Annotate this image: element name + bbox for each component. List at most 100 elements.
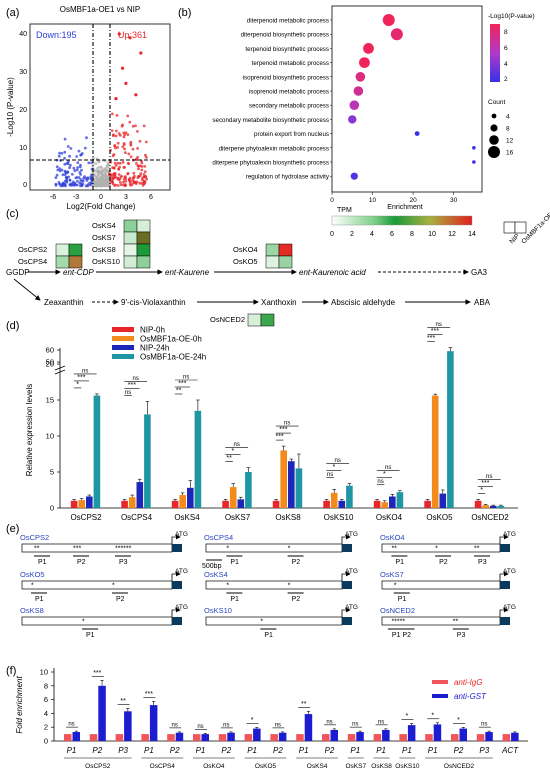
go-term-label: terpenoid biosynthetic process [245, 46, 329, 53]
volcano-point [67, 175, 71, 179]
expression-bar [237, 499, 245, 508]
volcano-point [144, 153, 147, 157]
sig-label: * [457, 717, 460, 724]
panel-e-label: (e) [6, 523, 19, 535]
tss-arrow [499, 534, 509, 544]
go-dot [359, 57, 370, 68]
go-colorbar-title: -Log10(P-value) [488, 13, 535, 20]
volcano-point [133, 174, 136, 178]
d-category-label: OsKS7 [225, 513, 251, 522]
volcano-point [86, 183, 90, 187]
header-box-nip [503, 221, 516, 234]
f-category-label: P1 [144, 746, 154, 755]
volcano-point [117, 132, 121, 135]
gene-start-box [172, 544, 182, 552]
volcano-point [94, 162, 98, 166]
sig-label: *** [93, 670, 101, 677]
gene-label: OsKO5 [233, 257, 258, 266]
tss-arrow [341, 607, 351, 617]
volcano-point [117, 167, 121, 171]
volcano-point [134, 124, 137, 128]
volcano-point [96, 169, 100, 173]
atg-label: ATG [175, 531, 188, 538]
sig-label: * [406, 713, 409, 720]
volcano-point [54, 182, 58, 186]
sig-label: ns [481, 722, 487, 728]
volcano-point [122, 135, 126, 139]
node-aba: ABA [474, 298, 491, 307]
go-colorbar [490, 24, 500, 82]
heat-cell [265, 243, 280, 257]
volcano-point [123, 147, 126, 151]
go-dot [349, 100, 360, 110]
volcano-point [115, 129, 118, 133]
legend-igg: anti-IgG [454, 678, 482, 687]
f-category-label: P1 [428, 746, 438, 755]
volcano-point [121, 123, 124, 127]
volcano-xtick: -6 [50, 194, 56, 201]
volcano-point [136, 176, 140, 180]
volcano-xtick: 3 [124, 194, 128, 201]
sig-label: * [480, 487, 483, 494]
d-category-label: OsCPS2 [70, 513, 102, 522]
volcano-point [122, 142, 126, 145]
heat-cell [123, 255, 138, 269]
primer-label: P1 [230, 559, 239, 566]
volcano-point [104, 174, 108, 178]
legend-swatch [112, 336, 134, 341]
tpm-tick-label: 4 [370, 231, 374, 238]
gene-label: OsCPS2 [18, 245, 47, 254]
volcano-point [138, 181, 142, 185]
heat-cell [68, 255, 83, 269]
d-ytick-label: 50 [46, 358, 54, 367]
volcano-point [124, 81, 128, 85]
d-ytick-label: 20 [46, 360, 54, 369]
gst-bar [124, 711, 132, 741]
gst-bar [175, 732, 184, 741]
gst-bar [72, 732, 80, 741]
expression-bar [136, 482, 144, 508]
expression-bar [474, 500, 482, 508]
volcano-point [71, 182, 75, 186]
volcano-point [129, 143, 133, 147]
volcano-point [121, 145, 125, 149]
volcano-point [98, 171, 102, 175]
volcano-point [104, 167, 108, 171]
f-ytick-label: 4 [44, 709, 48, 718]
go-colorbar-tick: 4 [504, 61, 508, 68]
promoter-gene-name: OsKO4 [380, 533, 405, 542]
size-legend-dot [489, 135, 499, 145]
group-label: OsCPS4 [150, 763, 176, 770]
atg-label: ATG [345, 531, 358, 538]
igg-bar [141, 734, 149, 741]
expression-bar [187, 487, 194, 508]
heat-cell [68, 243, 83, 257]
volcano-point [112, 172, 116, 176]
axis-break [54, 369, 66, 375]
volcano-point [113, 144, 117, 148]
go-dots [348, 14, 476, 180]
d-category-label: OsKS8 [275, 513, 301, 522]
go-colorbar-tick: 6 [504, 45, 508, 52]
motif-marks: * [394, 583, 397, 590]
pathway-diagram: TPM 0 2 4 6 8 10 12 14 NIP OsMBF1a-OE1 OsCPS2 O… [6, 207, 550, 327]
gst-bar [407, 725, 416, 741]
volcano-point [138, 139, 142, 143]
group-label: OsNCED2 [444, 763, 475, 770]
heat-cell [55, 255, 70, 269]
volcano-point [137, 164, 140, 168]
go-colorbar-tick: 8 [504, 29, 508, 36]
igg-bar [476, 734, 485, 741]
f-category-label: P1 [350, 746, 360, 755]
primer-label: P1 [392, 632, 401, 639]
volcano-point [116, 146, 119, 149]
expression-bar [222, 500, 229, 508]
volcano-point [124, 131, 128, 135]
primer-label: P1 [38, 559, 47, 566]
volcano-point [76, 166, 79, 169]
gene-label: OsCPS4 [18, 257, 47, 266]
f-category-label: P3 [118, 746, 128, 755]
sig-label: ns [377, 479, 383, 485]
group-label: OsKS8 [371, 763, 392, 770]
